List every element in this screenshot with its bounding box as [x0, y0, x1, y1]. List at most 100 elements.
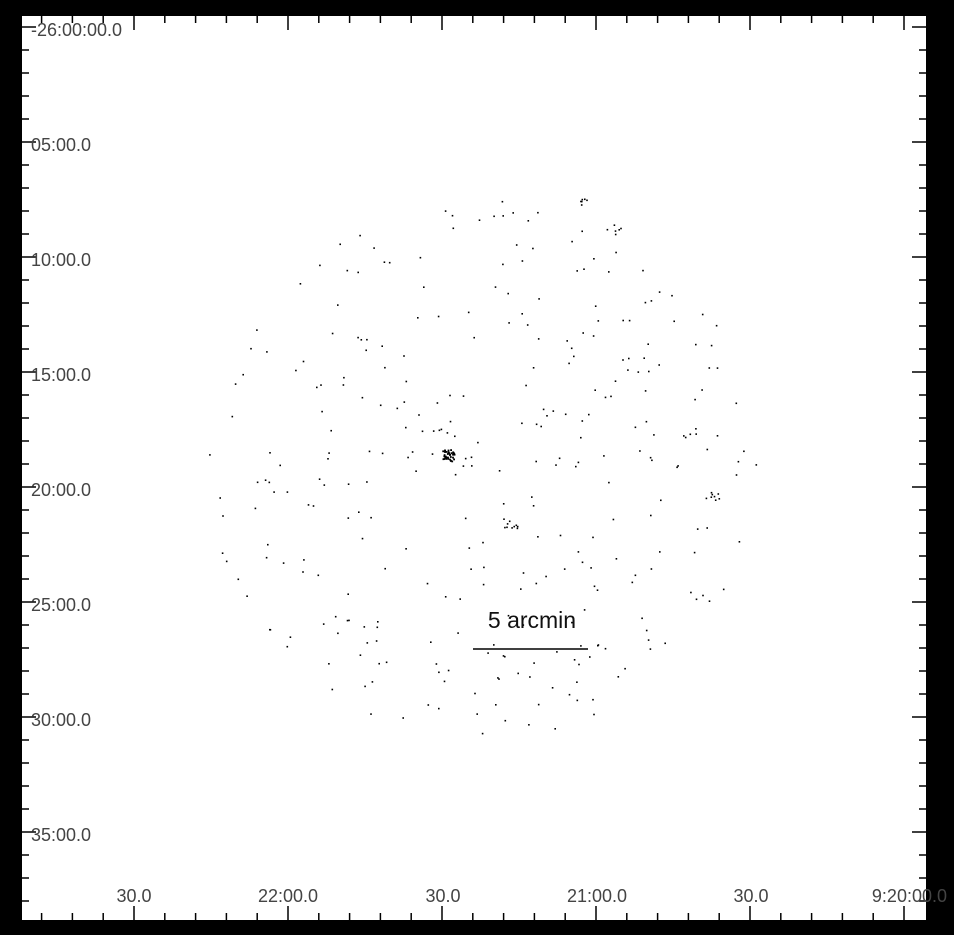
source-dot — [522, 572, 525, 574]
source-dot — [529, 676, 531, 678]
source-dot — [622, 359, 624, 361]
source-dot — [701, 313, 704, 316]
source-dot — [421, 430, 424, 433]
source-dot — [221, 552, 224, 554]
source-dot — [716, 435, 719, 437]
dec-label: 10:00.0 — [31, 250, 91, 270]
source-dot — [528, 724, 530, 726]
source-dot — [405, 548, 407, 550]
source-dot — [580, 645, 582, 647]
source-dot — [449, 420, 452, 423]
source-dot — [641, 617, 643, 620]
source-dot — [673, 320, 675, 323]
source-dot — [403, 401, 406, 403]
source-dot — [695, 343, 697, 346]
source-dot — [450, 449, 452, 451]
ra-label: 30.0 — [733, 886, 768, 906]
source-dot — [357, 336, 359, 339]
source-dot — [378, 662, 380, 665]
source-dot — [328, 452, 330, 454]
ra-label: 22:00.0 — [258, 886, 318, 906]
source-dot — [482, 541, 484, 544]
source-dot — [593, 713, 595, 716]
source-dot — [476, 713, 478, 715]
source-dot — [713, 495, 716, 498]
source-dot — [650, 514, 652, 517]
source-dot — [381, 345, 383, 347]
source-dot — [511, 527, 513, 529]
dec-label: 20:00.0 — [31, 480, 91, 500]
source-dot — [319, 264, 321, 267]
source-dot — [659, 551, 661, 553]
source-dot — [606, 228, 609, 231]
source-dot — [427, 704, 430, 706]
source-dot — [535, 582, 538, 585]
source-dot — [647, 343, 649, 345]
source-dot — [596, 589, 599, 591]
source-dot — [440, 428, 443, 431]
source-dot — [570, 347, 573, 350]
dec-label: 05:00.0 — [31, 135, 91, 155]
source-dot — [264, 479, 267, 481]
source-dot — [379, 404, 382, 407]
source-dot — [481, 732, 484, 735]
source-dot — [447, 669, 450, 672]
source-dot — [581, 198, 584, 201]
source-dot — [219, 497, 221, 499]
source-dot — [554, 728, 556, 730]
source-dot — [371, 681, 374, 683]
source-dot — [525, 384, 527, 387]
source-dot — [405, 426, 407, 429]
source-dot — [405, 380, 408, 383]
scale-bar-label: 5 arcmin — [488, 607, 576, 633]
source-dot — [396, 407, 399, 410]
source-dot — [581, 420, 584, 422]
source-dot — [506, 523, 509, 525]
source-dot — [359, 234, 361, 237]
source-dot — [577, 551, 580, 553]
source-dot — [620, 227, 622, 230]
source-dot — [648, 370, 650, 373]
source-dot — [575, 465, 577, 468]
source-dot — [520, 588, 522, 590]
source-dot — [706, 448, 709, 451]
source-dot — [443, 680, 446, 683]
source-dot — [286, 491, 289, 493]
source-dot — [644, 301, 647, 304]
source-dot — [237, 578, 240, 581]
source-dot — [417, 317, 419, 319]
source-dot — [322, 623, 325, 625]
source-dot — [521, 422, 523, 425]
source-dot — [592, 536, 594, 539]
source-dot — [507, 292, 509, 295]
source-dot — [462, 395, 465, 397]
source-dot — [677, 465, 679, 467]
source-dot — [535, 460, 537, 463]
source-dot — [454, 473, 457, 476]
source-dot — [705, 497, 708, 500]
source-dot — [327, 458, 329, 460]
source-dot — [576, 699, 579, 702]
source-dot — [464, 457, 467, 460]
dec-label: 30:00.0 — [31, 710, 91, 730]
source-dot — [689, 433, 692, 436]
source-dot — [250, 347, 252, 350]
source-dot — [331, 332, 334, 335]
source-dot — [535, 423, 538, 426]
source-dot — [328, 663, 330, 665]
source-dot — [234, 383, 237, 385]
source-dot — [506, 526, 508, 529]
source-dot — [592, 335, 595, 337]
source-dot — [714, 499, 717, 501]
source-dot — [464, 517, 467, 520]
source-dot — [660, 499, 662, 502]
source-dot — [453, 452, 455, 455]
source-dot — [498, 470, 501, 472]
source-dot — [577, 461, 580, 464]
source-dot — [346, 619, 349, 622]
source-dot — [246, 595, 248, 597]
source-dot — [710, 344, 713, 347]
source-dot — [432, 430, 435, 432]
source-dot — [358, 511, 360, 513]
source-dot — [452, 227, 455, 230]
